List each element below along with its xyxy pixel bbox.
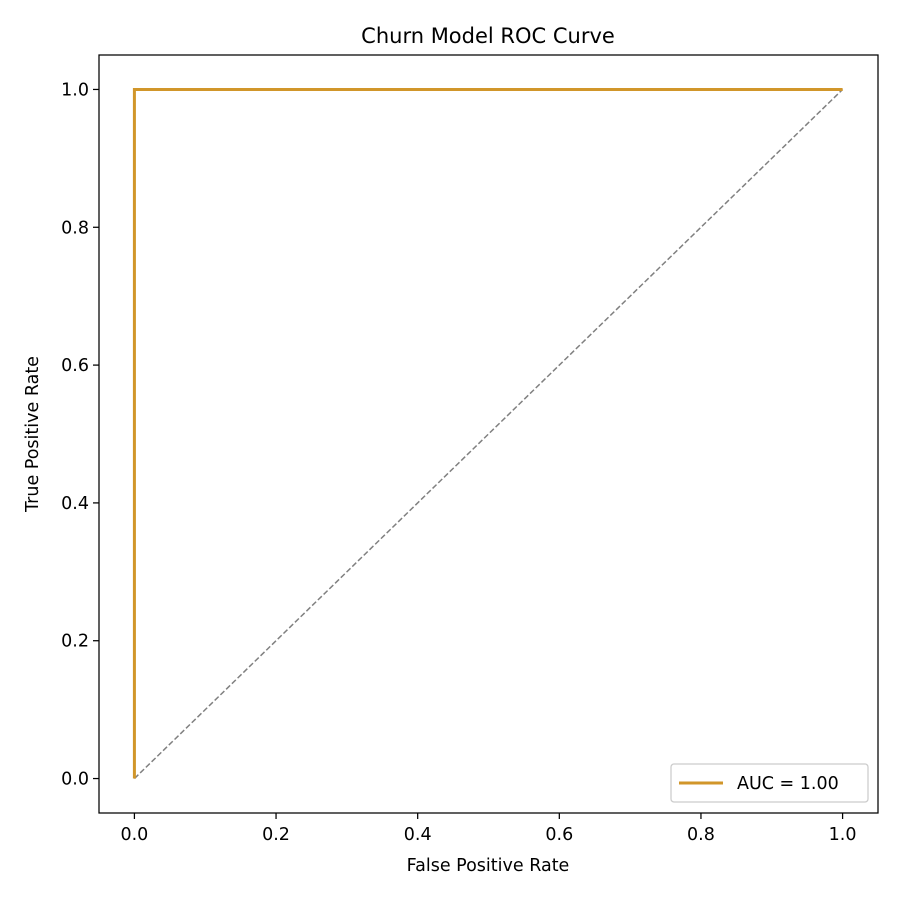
x-tick-label: 0.8 bbox=[687, 825, 715, 845]
roc-curve-line bbox=[132, 87, 843, 779]
x-tick-label: 0.4 bbox=[404, 825, 432, 845]
x-tick-label: 1.0 bbox=[829, 825, 857, 845]
chart-title: Churn Model ROC Curve bbox=[361, 24, 615, 48]
legend: AUC = 1.00 bbox=[670, 763, 869, 803]
x-tick-label: 0.2 bbox=[262, 825, 290, 845]
legend-entry-label: AUC = 1.00 bbox=[737, 774, 839, 794]
y-tick-label: 0.0 bbox=[61, 770, 89, 790]
plot-area: 0.0 0.2 0.4 0.6 0.8 1.0 0.0 0.2 0.4 0.6 0.8 1.0 bbox=[61, 54, 879, 845]
x-tick-label: 0.6 bbox=[545, 825, 573, 845]
x-axis-label: False Positive Rate bbox=[407, 856, 570, 876]
legend-box bbox=[670, 763, 869, 803]
y-tick-label: 0.4 bbox=[61, 494, 89, 514]
y-tick-label: 0.8 bbox=[61, 218, 89, 238]
y-tick-label: 0.6 bbox=[61, 356, 89, 376]
y-axis-label: True Positive Rate bbox=[23, 356, 43, 513]
plot-frame bbox=[98, 54, 879, 814]
y-tick-label: 0.2 bbox=[61, 632, 89, 652]
diagonal-reference-line bbox=[133, 88, 844, 780]
y-tick-label: 1.0 bbox=[61, 80, 89, 100]
x-tick-label: 0.0 bbox=[120, 825, 148, 845]
